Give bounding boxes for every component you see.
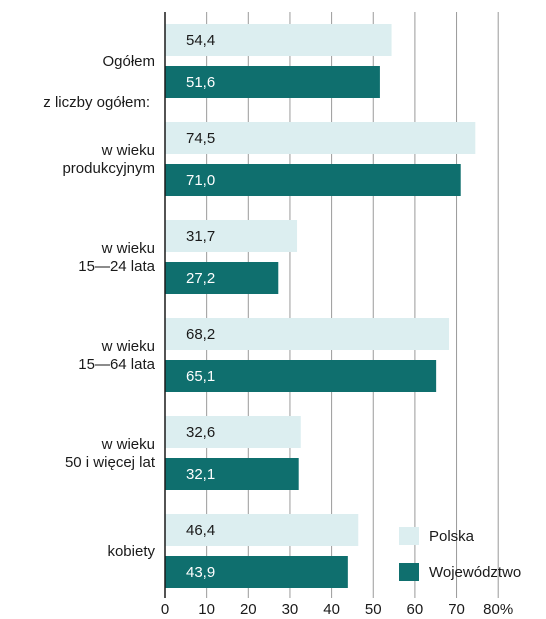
category-label: Ogółem xyxy=(102,53,155,70)
x-tick-label: 40 xyxy=(323,601,340,618)
bar-wojewodztwo xyxy=(165,360,437,392)
legend: Polska Województwo xyxy=(399,527,521,581)
value-labels: 54,4 74,5 31,7 68,2 32,6 46,4 51,6 71,0 27,2 65,1… xyxy=(186,32,215,581)
x-tick-label: 50 xyxy=(365,601,382,618)
bar-polska xyxy=(165,318,450,350)
category-label: w wieku 15—24 lata xyxy=(78,240,155,275)
x-tick-label: 70 xyxy=(448,601,465,618)
category-label: kobiety xyxy=(107,543,155,560)
data-label: 65,1 xyxy=(186,368,215,385)
data-label: 31,7 xyxy=(186,228,215,245)
data-label: 32,6 xyxy=(186,424,215,441)
bar-wojewodztwo xyxy=(165,458,299,490)
bar-polska xyxy=(165,416,301,448)
x-tick-label: 60 xyxy=(407,601,424,618)
data-label: 68,2 xyxy=(186,326,215,343)
x-tick-label: 0 xyxy=(161,601,169,618)
bar-polska xyxy=(165,122,476,154)
x-tick-label: 30 xyxy=(282,601,299,618)
category-label: w wieku produkcyjnym xyxy=(62,142,155,177)
bar-polska xyxy=(165,514,359,546)
bar-polska xyxy=(165,220,298,252)
data-label: 27,2 xyxy=(186,270,215,287)
bars xyxy=(165,24,476,588)
category-label: w wieku 50 i więcej lat xyxy=(65,436,156,471)
bar-wojewodztwo xyxy=(165,164,461,196)
data-label: 51,6 xyxy=(186,74,215,91)
bar-wojewodztwo xyxy=(165,262,279,294)
subheading-label: z liczby ogółem: xyxy=(43,94,150,111)
legend-swatch-polska xyxy=(399,527,419,545)
x-tick-label: 10 xyxy=(198,601,215,618)
legend-label-wojewodztwo: Województwo xyxy=(429,564,521,581)
x-axis-ticks: 0 10 20 30 40 50 60 70 80% xyxy=(161,601,513,618)
category-labels: Ogółem w wieku produkcyjnym w wieku 15—24 la… xyxy=(62,53,155,560)
data-label: 54,4 xyxy=(186,32,215,49)
data-label: 74,5 xyxy=(186,130,215,147)
data-label: 71,0 xyxy=(186,172,215,189)
x-tick-label: 20 xyxy=(240,601,257,618)
legend-label-polska: Polska xyxy=(429,528,475,545)
data-label: 32,1 xyxy=(186,466,215,483)
category-label: w wieku 15—64 lata xyxy=(78,338,155,373)
x-tick-label: 80% xyxy=(483,601,513,618)
gridlines xyxy=(206,12,499,598)
legend-swatch-wojewodztwo xyxy=(399,563,419,581)
bar-polska xyxy=(165,24,392,56)
bar-wojewodztwo xyxy=(165,556,348,588)
bar-wojewodztwo xyxy=(165,66,380,98)
data-label: 43,9 xyxy=(186,564,215,581)
data-label: 46,4 xyxy=(186,522,215,539)
